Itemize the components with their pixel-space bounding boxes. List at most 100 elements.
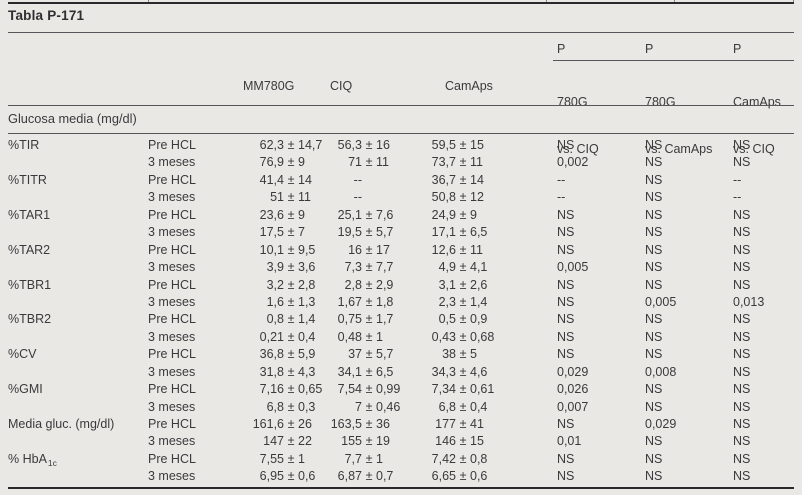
column-spacer (512, 207, 553, 225)
scan-artifact-tick (546, 0, 547, 3)
comparison-header-line2: vs. CamAps (645, 141, 713, 156)
cell-camaps-value: 2,3 ±1,4 (438, 294, 488, 309)
column-spacer (512, 451, 553, 469)
row-parameter-label: %TAR1 (8, 207, 51, 222)
table-row: %TITR Pre HCL 41,4 ±14 -- 36,7 ±14 -- NS -… (8, 172, 794, 189)
cell-mm780g-value: 1,6 ±1,3 (266, 294, 316, 309)
comparison-header-line2: vs. CIQ (557, 141, 599, 156)
cell-p-780g-vs-ciq: 0,002 (557, 155, 589, 170)
row-parameter-label: %TIR (8, 138, 40, 152)
row-timepoint-label: Pre HCL (148, 172, 196, 187)
table-body: %TIR Pre HCL 62,3 ±14,7 56,3 ±16 59,5 ±15 N… (8, 137, 794, 486)
parameter-subscript: 1c (47, 457, 57, 468)
cell-p-camaps-vs-ciq: -- (733, 190, 742, 205)
column-header-ciq: CIQ (330, 79, 353, 93)
scan-artifact-tick (148, 0, 149, 3)
cell-camaps-value: 12,6 ±11 (431, 242, 483, 257)
table-row: 3 meses 3,9 ±3,6 7,3 ±7,7 4,9 ±4,1 0,005 NS… (8, 259, 794, 276)
cell-ciq-value: 6,87 ±0,7 (337, 469, 394, 484)
cell-camaps-value: 73,7 ±11 (431, 155, 483, 170)
cell-camaps-value: 6,8 ±0,4 (438, 399, 488, 414)
row-timepoint-label: Pre HCL (148, 347, 196, 362)
cell-ciq-value: 71 ±11 (348, 155, 389, 170)
row-parameter-label (8, 294, 148, 311)
row-parameter-label (8, 189, 148, 206)
cell-p-780g-vs-camaps: NS (645, 225, 663, 240)
row-timepoint-label: 3 meses (148, 434, 196, 449)
column-spacer (512, 399, 553, 416)
table-row: %TIR Pre HCL 62,3 ±14,7 56,3 ±16 59,5 ±15 N… (8, 137, 794, 154)
cell-p-780g-vs-ciq: NS (557, 417, 575, 431)
row-timepoint-label: 3 meses (148, 155, 196, 170)
cell-p-camaps-vs-ciq: NS (733, 382, 751, 397)
row-parameter-label: %TAR2 (8, 242, 51, 257)
cell-p-780g-vs-ciq: NS (557, 469, 575, 484)
row-parameter-label (8, 259, 148, 276)
cell-mm780g-value: 6,8 ±0,3 (266, 399, 316, 414)
cell-ciq-value: -- (353, 190, 362, 205)
cell-p-780g-vs-camaps: NS (645, 399, 663, 414)
row-timepoint-label: Pre HCL (148, 312, 196, 327)
cell-camaps-value: 7,34 ±0,61 (431, 382, 495, 397)
p-column-header: P (733, 42, 742, 56)
p-column-header: P (645, 42, 654, 56)
cell-p-camaps-vs-ciq: -- (733, 172, 742, 187)
column-spacer (512, 137, 553, 155)
table-row: 3 meses 6,8 ±0,3 7 ±0,46 6,8 ±0,4 0,007 NS … (8, 399, 794, 416)
table-row: %GMI Pre HCL 7,16 ±0,65 7,54 ±0,99 7,34 ±0,… (8, 381, 794, 398)
cell-p-780g-vs-ciq: NS (557, 451, 575, 466)
cell-camaps-value: 0,43 ±0,68 (431, 329, 495, 344)
cell-p-camaps-vs-ciq: NS (733, 155, 751, 170)
cell-mm780g-value: 3,9 ±3,6 (266, 260, 316, 275)
table-row: Media gluc. (mg/dl) Pre HCL 161,6 ±26 163… (8, 416, 794, 433)
cell-camaps-value: 24,9 ±9 (431, 207, 477, 222)
cell-camaps-value: 50,8 ±12 (431, 190, 484, 205)
cell-ciq-value: 7,7 ±1 (344, 451, 383, 466)
table-row: %CV Pre HCL 36,8 ±5,9 37 ±5,7 38 ±5 NS NS N… (8, 346, 794, 363)
title-underline-rule (8, 32, 794, 33)
column-header-mm780g: MM780G (243, 79, 295, 93)
table-row: 3 meses 51 ±11 -- 50,8 ±12 -- NS -- (8, 189, 794, 206)
row-parameter-label: Media gluc. (mg/dl) (8, 417, 115, 431)
cell-p-780g-vs-camaps: 0,005 (645, 294, 677, 309)
cell-mm780g-value: 10,1 ±9,5 (259, 242, 316, 257)
comparison-header-line1: CamAps (733, 95, 781, 109)
cell-mm780g-value: 161,6 ±26 (252, 417, 312, 431)
cell-mm780g-value: 7,16 ±0,65 (259, 382, 323, 397)
table-row: 3 meses 147 ±22 155 ±19 146 ±15 0,01 NS NS (8, 433, 794, 450)
cell-mm780g-value: 62,3 ±14,7 (259, 138, 323, 152)
cell-p-780g-vs-ciq: -- (557, 172, 566, 187)
column-spacer (512, 172, 553, 190)
cell-ciq-value: 7,3 ±7,7 (344, 260, 394, 275)
cell-p-780g-vs-camaps: NS (645, 312, 663, 327)
cell-p-780g-vs-ciq: NS (557, 294, 575, 309)
column-spacer (512, 416, 553, 434)
row-parameter-label: % HbA1c (8, 451, 57, 468)
cell-p-camaps-vs-ciq: 0,013 (733, 294, 765, 309)
cell-p-780g-vs-ciq: NS (557, 242, 575, 257)
header-bottom-rule (8, 105, 794, 106)
row-parameter-label: %GMI (8, 382, 43, 397)
column-spacer (512, 329, 553, 346)
cell-p-780g-vs-camaps: NS (645, 242, 663, 257)
cell-camaps-value: 4,9 ±4,1 (438, 260, 488, 275)
cell-p-780g-vs-camaps: NS (645, 434, 663, 449)
cell-p-camaps-vs-ciq: NS (733, 347, 751, 362)
cell-camaps-value: 36,7 ±14 (431, 172, 484, 187)
cell-p-780g-vs-camaps: NS (645, 138, 663, 152)
row-timepoint-label: 3 meses (148, 329, 196, 344)
cell-p-780g-vs-camaps: NS (645, 172, 663, 187)
cell-ciq-value: 2,8 ±2,9 (344, 277, 394, 292)
cell-p-camaps-vs-ciq: NS (733, 260, 751, 275)
table-row: 3 meses 31,8 ±4,3 34,1 ±6,5 34,3 ±4,6 0,029… (8, 364, 794, 381)
comparison-header-line1: 780G (557, 95, 588, 109)
row-parameter-label: %TBR1 (8, 277, 52, 292)
row-parameter-label (8, 433, 148, 450)
cell-mm780g-value: 0,8 ±1,4 (266, 312, 316, 327)
cell-p-780g-vs-ciq: 0,01 (557, 434, 582, 449)
row-timepoint-label: 3 meses (148, 260, 196, 275)
row-timepoint-label: Pre HCL (148, 207, 196, 222)
row-timepoint-label: 3 meses (148, 364, 196, 379)
column-spacer (512, 189, 553, 206)
